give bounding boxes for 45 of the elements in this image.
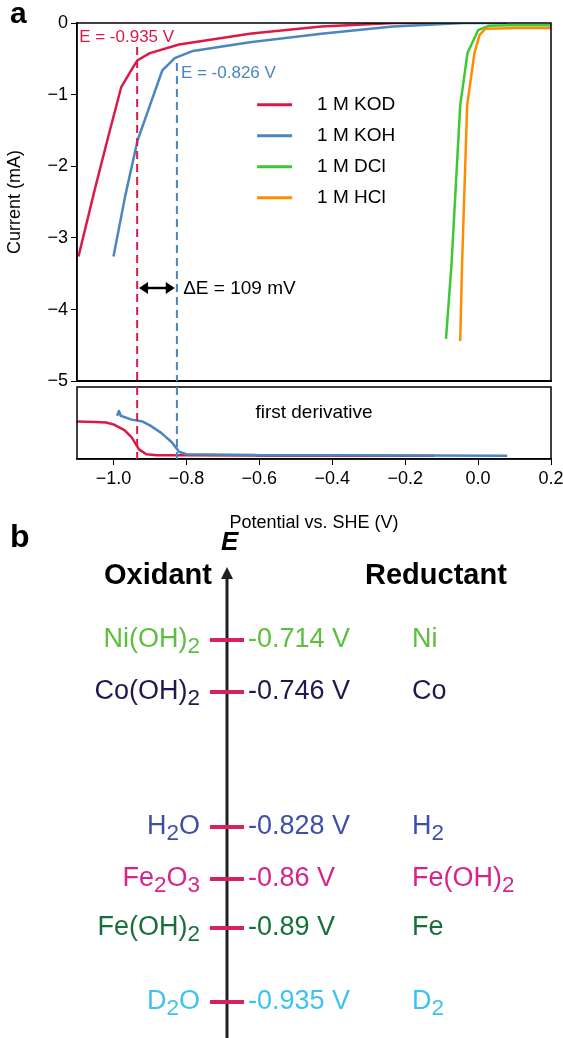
category-label: H$_{2}$ bbox=[412, 809, 445, 846]
category-label: Fe$_{2}$O$_{3}$ bbox=[122, 862, 200, 898]
y-axis-title: Current (mA) bbox=[3, 150, 24, 255]
x-tick-label: −1.0 bbox=[95, 467, 132, 488]
y-tick-label: −3 bbox=[47, 226, 68, 247]
category-label: Ni(OH)$_{2}$ bbox=[103, 623, 200, 659]
x-tick-label: 0.2 bbox=[538, 467, 563, 488]
x-tick-label: −0.6 bbox=[241, 467, 278, 488]
data-label: -0.935 V bbox=[248, 985, 351, 1015]
category-label: Fe(OH)$_{2}$ bbox=[412, 862, 515, 898]
x-tick-label: −0.8 bbox=[168, 467, 205, 488]
y-tick-label: 0 bbox=[57, 11, 68, 32]
category-label: Co bbox=[412, 675, 447, 706]
data-label: -0.746 V bbox=[248, 675, 351, 706]
annotation: ΔE = 109 mV bbox=[183, 277, 296, 300]
annotation: first derivative bbox=[255, 401, 373, 424]
category-label: Fe bbox=[412, 911, 444, 942]
ref-line-label: E = -0.826 V bbox=[180, 62, 277, 82]
text: a bbox=[10, 0, 27, 30]
x-tick-label: −0.4 bbox=[314, 467, 350, 488]
x-tick-label: 0.0 bbox=[465, 467, 491, 488]
legend-label: 1 M KOH bbox=[317, 123, 396, 145]
text: Oxidant bbox=[104, 558, 212, 590]
legend-label: 1 M HCl bbox=[317, 185, 386, 207]
y-tick-label: −2 bbox=[47, 155, 68, 176]
category-label: D$_{2}$ bbox=[412, 985, 445, 1021]
text: b bbox=[10, 518, 30, 554]
x-tick-label: −0.2 bbox=[387, 467, 423, 488]
data-label: -0.714 V bbox=[248, 623, 351, 653]
category-label: Ni bbox=[412, 623, 438, 653]
x-axis-title: Potential vs. SHE (V) bbox=[229, 512, 399, 533]
category-label: H$_{2}$O bbox=[146, 809, 200, 846]
text: Reductant bbox=[365, 558, 507, 590]
y-tick-label: −4 bbox=[47, 298, 68, 319]
y-tick-label: −5 bbox=[47, 370, 68, 391]
legend-label: 1 M KOD bbox=[317, 92, 396, 114]
legend-label: 1 M DCl bbox=[317, 154, 386, 176]
ref-line-label: E = -0.935 V bbox=[79, 26, 175, 46]
category-label: D$_{2}$O bbox=[146, 985, 200, 1021]
data-label: -0.86 V bbox=[248, 862, 336, 893]
category-label: Fe(OH)$_{2}$ bbox=[97, 911, 200, 947]
y-tick-label: −1 bbox=[47, 83, 68, 104]
category-label: Co(OH)$_{2}$ bbox=[94, 675, 200, 711]
data-label: -0.89 V bbox=[248, 911, 336, 942]
data-label: -0.828 V bbox=[248, 809, 351, 840]
